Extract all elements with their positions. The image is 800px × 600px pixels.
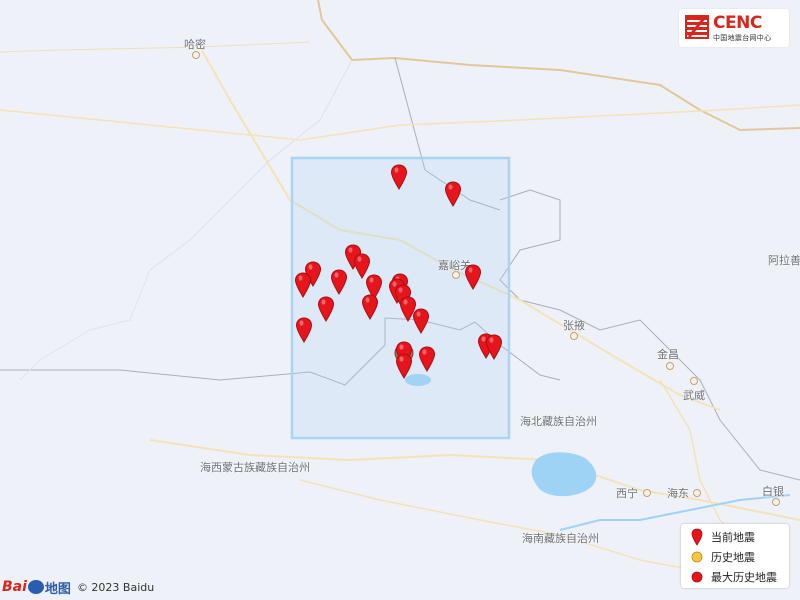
city-dot-zhangye [570,332,578,340]
place-label-baiyin: 白银 [762,485,784,498]
map-legend: 当前地震 历史地震 最大历史地震 [681,524,789,588]
city-dot-baiyin [772,498,780,506]
city-dot-jiayuguan [452,271,460,279]
earthquake-pin[interactable] [317,296,335,322]
place-label-jiayuguan: 嘉峪关 [438,259,471,272]
cenc-logo-text: CENC [713,13,762,33]
earthquake-pin[interactable] [295,317,313,343]
baidu-attribution: Bai 地图 © 2023 Baidu [2,578,155,597]
earthquake-pin[interactable] [485,334,503,360]
place-label-haibei: 海北藏族自治州 [520,415,597,428]
legend-current: 当前地震 [689,528,755,546]
place-label-xining: 西宁 [616,487,638,500]
earthquake-pin[interactable] [390,164,408,190]
earthquake-pin[interactable] [464,264,482,290]
city-dot-wuwei [690,377,698,385]
earthquake-pin[interactable] [444,181,462,207]
place-label-hami: 哈密 [184,38,206,51]
city-dot-hami [192,51,200,59]
earthquake-pin[interactable] [399,296,417,322]
place-label-wuwei: 武威 [683,389,705,402]
city-dot-jinchang [666,362,674,370]
max-historical-earthquake-icon [689,568,705,586]
earthquake-pin[interactable] [294,272,312,298]
earthquake-pin[interactable] [412,308,430,334]
baidu-paw-icon [27,580,44,594]
earthquake-pin[interactable] [330,269,348,295]
city-dot-xining [643,489,651,497]
legend-historical: 历史地震 [689,548,755,566]
earthquake-pin[interactable] [395,353,413,379]
earthquake-pin[interactable] [353,253,371,279]
cenc-logo-subtitle: 中国地震台网中心 [713,34,772,42]
place-label-hainan: 海南藏族自治州 [522,532,599,545]
earthquake-pin[interactable] [418,346,436,372]
baidu-copyright: © 2023 Baidu [76,580,155,594]
legend-max-historical: 最大历史地震 [689,568,777,586]
earthquake-pin[interactable] [344,244,362,270]
earthquake-pin[interactable] [365,274,383,300]
baidu-map-text: 地图 [44,581,71,597]
legend-historical-label: 历史地震 [711,551,755,564]
cenc-logo-icon [685,15,709,39]
legend-current-label: 当前地震 [711,531,755,544]
earthquake-pin[interactable] [361,294,379,320]
current-earthquake-icon [689,528,705,546]
place-label-haidong: 海东 [667,487,689,500]
earthquake-pin[interactable] [304,261,322,287]
place-label-haixi: 海西蒙古族藏族自治州 [200,461,310,474]
place-label-alashan: 阿拉善 [768,254,800,267]
historical-earthquake-icon [689,548,705,566]
city-dot-haidong [693,489,701,497]
legend-max-historical-label: 最大历史地震 [711,571,777,584]
baidu-logo-text: Bai [2,579,27,595]
place-label-zhangye: 张掖 [563,319,585,332]
place-label-jinchang: 金昌 [657,348,679,361]
cenc-logo: CENC 中国地震台网中心 [679,9,789,47]
